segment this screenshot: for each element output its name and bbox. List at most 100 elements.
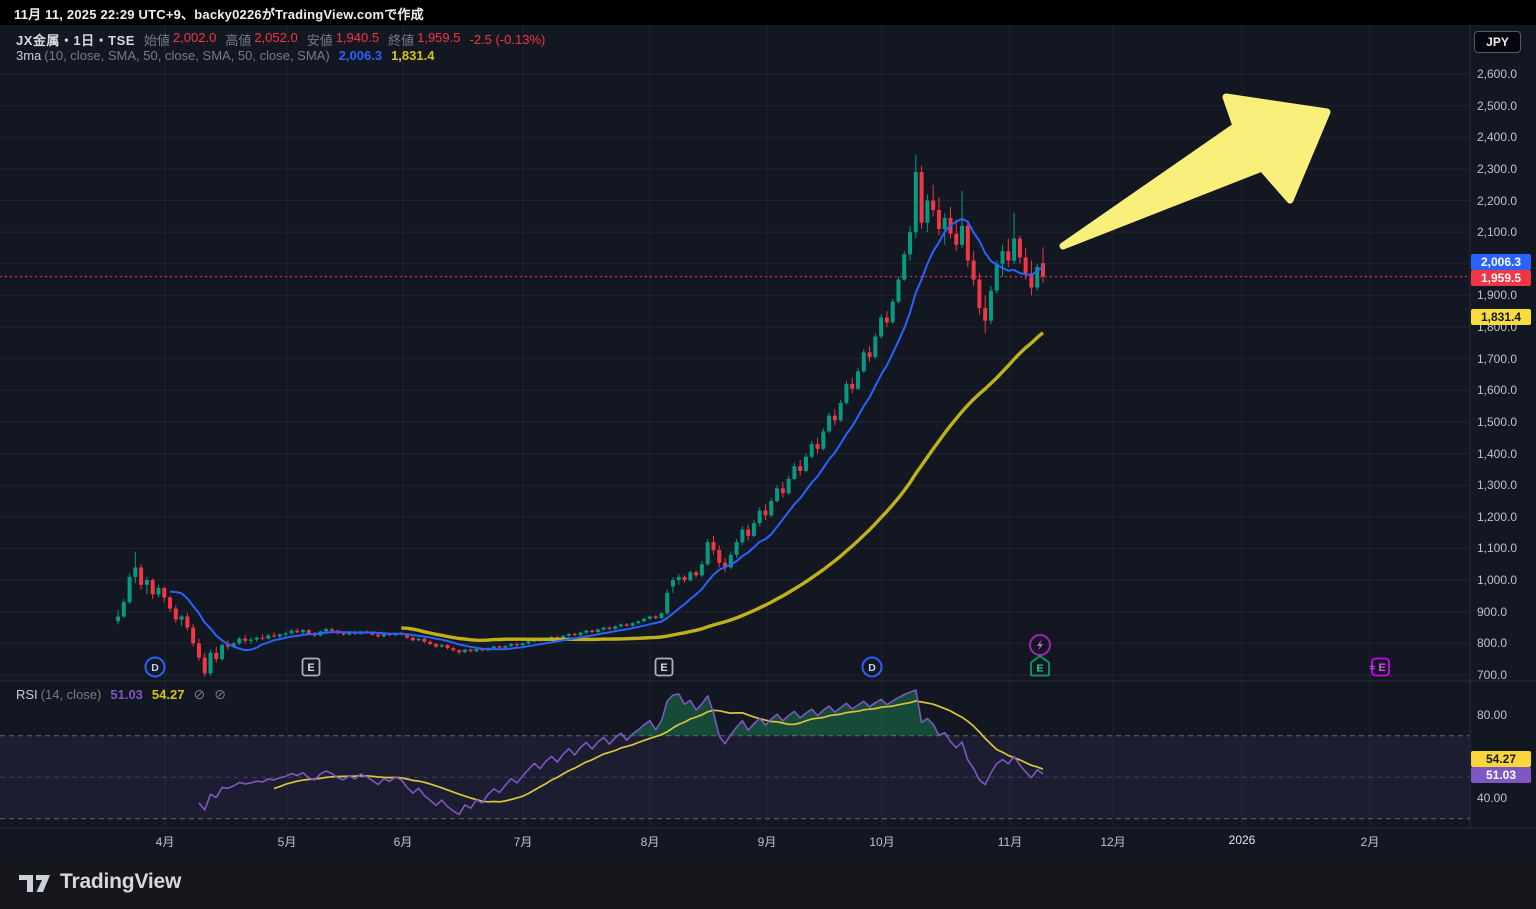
time-tick-label: 5月 (277, 835, 297, 849)
rsi-ma-badge: 54.27 (1471, 751, 1531, 767)
price-tick-label: 2,200.0 (1477, 193, 1518, 208)
grid-layer (0, 25, 1470, 827)
ma-layer (169, 217, 1045, 652)
price-tick-label: 1,300.0 (1477, 478, 1518, 493)
svg-text:D: D (151, 662, 159, 674)
drawn-arrow-annotation[interactable] (1059, 93, 1331, 250)
sma50-readout: 1,831.4 (391, 48, 435, 63)
ma-title-pair[interactable]: 3ma (10, close, SMA, 50, close, SMA, 50,… (16, 48, 330, 63)
svg-text:E: E (1036, 663, 1043, 675)
price-tick-label: 2,500.0 (1477, 98, 1518, 113)
sma10-price-badge: 2,006.3 (1471, 254, 1531, 270)
rsi-readout: 51.03 (110, 687, 143, 702)
rsi-ma-readout: 54.27 (151, 687, 185, 702)
price-tick-label: 1,400.0 (1477, 446, 1518, 461)
price-tick-label: 1,500.0 (1477, 414, 1518, 429)
dividend-marker (861, 656, 883, 678)
close-label: 終値 (388, 33, 415, 48)
price-tick-label: 900.0 (1477, 604, 1508, 619)
sma50-price-badge: 1,831.4 (1471, 309, 1531, 325)
close-pair: 終値 1,959.5 (388, 30, 460, 49)
time-tick-label: 8月 (640, 835, 660, 849)
rsi-legend: RSI (14, close) 51.03 54.27 ⊘ ⊘ (16, 686, 226, 703)
price-tick-label: 1,900.0 (1477, 288, 1518, 303)
tradingview-logo-text: TradingView (60, 870, 182, 893)
time-tick-label: 2026 (1228, 833, 1256, 847)
svg-text:D: D (868, 662, 876, 674)
price-tick-label: 1,700.0 (1477, 351, 1518, 366)
rsi-tick-label: 80.00 (1477, 708, 1508, 722)
svg-text:≈: ≈ (1370, 663, 1375, 673)
lightning-icon (1037, 639, 1043, 651)
dividend-marker (144, 656, 166, 678)
rsi-indicator-name: RSI (16, 687, 38, 702)
low-value: 1,940.5 (335, 30, 380, 45)
event-markers-layer[interactable]: D E E D E E≈ (144, 634, 1390, 678)
time-tick-label: 4月 (155, 835, 175, 849)
sma50-line (401, 331, 1045, 642)
ma-indicator-name: 3ma (16, 48, 42, 63)
rsi-layer (198, 689, 1044, 816)
earnings-marker (654, 657, 674, 677)
time-tick-label: 11月 (997, 835, 1023, 849)
open-pair: 始値 2,002.0 (144, 30, 216, 49)
svg-text:E: E (1378, 662, 1385, 674)
time-tick-label: 2月 (1360, 835, 1380, 849)
rsi-ma-line (273, 700, 1044, 803)
price-tick-label: 2,300.0 (1477, 161, 1518, 176)
low-label: 安値 (306, 33, 333, 48)
change-value: -2.5 (-0.13%) (469, 32, 546, 47)
symbol-legend: JX金属・1日・TSE 始値 2,002.0 高値 2,052.0 安値 1,9… (16, 30, 545, 49)
time-tick-label: 10月 (869, 835, 895, 849)
earnings-marker (301, 657, 321, 677)
price-tick-label: 2,600.0 (1477, 67, 1518, 81)
snapshot-header-bar: 11月 11, 2025 22:29 UTC+9、backy0226がTradi… (0, 0, 1536, 25)
price-tick-label: 800.0 (1477, 636, 1508, 651)
price-tick-label: 2,400.0 (1477, 130, 1518, 145)
price-tick-label: 1,600.0 (1477, 383, 1518, 398)
currency-toggle-button[interactable]: JPY (1474, 31, 1521, 53)
estimated-earnings-marker (1371, 657, 1390, 677)
rsi-indicator-params: (14, close) (40, 687, 102, 702)
time-tick-label: 9月 (757, 835, 777, 849)
rsi-ma-mute-icon[interactable]: ⊘ (214, 686, 226, 702)
rsi-band-layer (0, 735, 1470, 820)
time-tick-label: 12月 (1100, 835, 1126, 849)
price-tick-label: 1,100.0 (1477, 541, 1518, 556)
price-tick-label: 700.0 (1477, 668, 1508, 682)
high-pair: 高値 2,052.0 (225, 30, 297, 49)
tradingview-logo[interactable]: TradingView (16, 868, 181, 896)
footer-bar: TradingView (0, 855, 1536, 909)
time-tick-label: 6月 (393, 835, 413, 849)
price-tick-label: 2,100.0 (1477, 225, 1518, 240)
ma-indicator-params: (10, close, SMA, 50, close, SMA, 50, clo… (44, 48, 330, 63)
rsi-title-pair[interactable]: RSI (14, close) (16, 687, 101, 702)
sma10-line (169, 217, 1044, 652)
rsi-tick-label: 40.00 (1477, 791, 1508, 805)
upcoming-earnings-marker (1030, 655, 1050, 677)
rsi-line (198, 689, 1044, 816)
open-value: 2,002.0 (172, 30, 217, 45)
rsi-mute-icon[interactable]: ⊘ (193, 686, 206, 702)
rsi-overbought-fill (198, 690, 1043, 736)
sma10-readout: 2,006.3 (338, 48, 383, 63)
high-label: 高値 (225, 33, 252, 48)
open-label: 始値 (143, 33, 170, 48)
candles-layer (116, 154, 1045, 677)
price-tick-label: 1,200.0 (1477, 509, 1518, 524)
creation-attribution-text: 11月 11, 2025 22:29 UTC+9、backy0226がTradi… (14, 7, 424, 22)
tradingview-logo-icon (19, 875, 50, 892)
ma-legend: 3ma (10, close, SMA, 50, close, SMA, 50,… (16, 48, 434, 63)
price-tick-label: 1,000.0 (1477, 573, 1518, 588)
low-pair: 安値 1,940.5 (307, 30, 379, 49)
separators-layer (0, 25, 1536, 829)
svg-text:E: E (307, 662, 314, 674)
time-tick-label: 7月 (513, 835, 533, 849)
high-value: 2,052.0 (254, 30, 298, 45)
last-price-badge: 1,959.5 (1471, 270, 1531, 286)
symbol-title[interactable]: JX金属・1日・TSE (16, 33, 135, 48)
close-value: 1,959.5 (417, 30, 461, 45)
svg-text:E: E (660, 662, 667, 674)
